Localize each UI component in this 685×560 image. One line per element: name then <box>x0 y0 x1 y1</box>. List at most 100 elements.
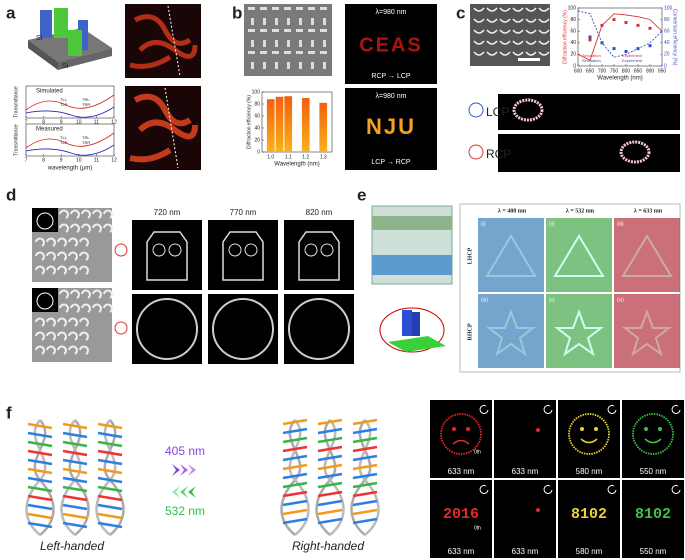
image <box>498 94 680 130</box>
base-pair <box>97 521 123 529</box>
legend-entry: TRL <box>82 97 90 102</box>
image-grid: λ = 488 nm λ = 532 nm λ = 633 nm LHCP (i) (ii… <box>467 208 680 368</box>
base-pair <box>97 431 123 439</box>
crescent <box>499 18 511 23</box>
x-tick-label: 12 <box>111 157 117 163</box>
base-pair <box>352 454 378 462</box>
plot-frame <box>261 91 333 153</box>
base-pair <box>62 440 88 448</box>
crescent <box>486 18 498 23</box>
nanopillar <box>251 18 254 25</box>
base-pair <box>27 422 53 430</box>
nanopillar <box>311 18 314 25</box>
polarization-icon <box>114 321 128 335</box>
eye <box>580 427 584 431</box>
crescent <box>473 51 485 56</box>
axis-label: Transmittance <box>13 124 19 156</box>
x-tick-label: 600 <box>574 68 583 74</box>
column-label: 720 nm <box>154 208 181 217</box>
nanopillar <box>296 7 303 10</box>
nanopillar <box>308 51 315 54</box>
crescent <box>68 317 78 327</box>
crescent <box>70 303 80 313</box>
legend-entry: TLL <box>60 135 68 140</box>
ring <box>136 298 198 360</box>
image-content <box>512 98 544 122</box>
image-content <box>619 140 651 164</box>
crescent <box>473 29 485 34</box>
image <box>546 294 612 368</box>
x-tick-label: 12 <box>111 119 117 125</box>
base-pair <box>62 431 88 439</box>
y-tick-label: 60 <box>570 29 576 35</box>
crescent <box>35 237 45 247</box>
owl-eye <box>304 243 318 257</box>
legend-entry: TRR <box>82 102 90 107</box>
x-tick-label: 8 <box>42 119 45 125</box>
crescent <box>81 289 91 299</box>
nanopillar <box>272 29 279 32</box>
line <box>577 13 663 61</box>
helix-label: Right-handed <box>292 539 364 553</box>
crescent <box>538 7 550 12</box>
legend-entry: Experiment <box>622 53 643 58</box>
crescent <box>92 303 102 313</box>
photo-label: 633 nm <box>448 467 475 476</box>
base-pair <box>352 481 378 489</box>
eye <box>594 427 598 431</box>
base-pair <box>27 512 53 520</box>
order-label: 0th <box>474 449 481 455</box>
nanopillar <box>260 51 267 54</box>
schematic <box>371 205 453 353</box>
crescent <box>92 289 102 299</box>
crescent <box>46 265 56 275</box>
nanopillar <box>248 51 255 54</box>
crescent <box>57 345 67 355</box>
x-tick-label: 10 <box>76 119 82 125</box>
dna-helices <box>25 418 380 536</box>
crescent <box>486 7 498 12</box>
material-label: Si <box>62 63 69 70</box>
photo-label: 550 nm <box>640 547 667 556</box>
nanopillar <box>320 51 327 54</box>
base-pair <box>97 485 123 493</box>
sem-pattern <box>248 7 327 69</box>
nanopillar <box>275 18 278 25</box>
base-pair <box>62 512 88 520</box>
mouth <box>452 439 470 445</box>
legend-entry: TLL <box>60 97 68 102</box>
base-pair <box>282 445 308 453</box>
crescent <box>46 237 56 247</box>
base-pair <box>27 485 53 493</box>
y2-tick-label: 60 <box>664 29 670 35</box>
nanopillar <box>287 18 290 25</box>
base-pair <box>62 476 88 484</box>
marker <box>588 35 592 39</box>
rotation-icon <box>479 405 489 414</box>
crescent <box>59 209 69 219</box>
face <box>632 413 674 455</box>
nanopillar <box>299 18 302 25</box>
y-tick-label: 0 <box>573 63 576 69</box>
crescent <box>79 265 89 275</box>
wavelength-label: 405 nm <box>165 444 205 458</box>
base-pair <box>62 503 88 511</box>
base-pair <box>352 517 378 525</box>
nanopillar <box>311 62 314 69</box>
x-axis-label: Wavelength (nm) <box>597 76 642 82</box>
face <box>568 413 610 455</box>
crescent <box>57 251 67 261</box>
x-tick-label: 800 <box>622 68 631 74</box>
crescent <box>79 331 89 341</box>
crescent <box>525 18 537 23</box>
marker <box>636 47 640 51</box>
x-tick-label: 1.1 <box>285 154 292 160</box>
y-tick-label: 100 <box>568 5 577 11</box>
rotation-icon <box>479 485 489 494</box>
crescent <box>68 265 78 275</box>
sem-pattern <box>473 7 550 56</box>
panel-label: e <box>357 185 366 204</box>
base-pair <box>317 490 343 498</box>
base-pair <box>352 490 378 498</box>
